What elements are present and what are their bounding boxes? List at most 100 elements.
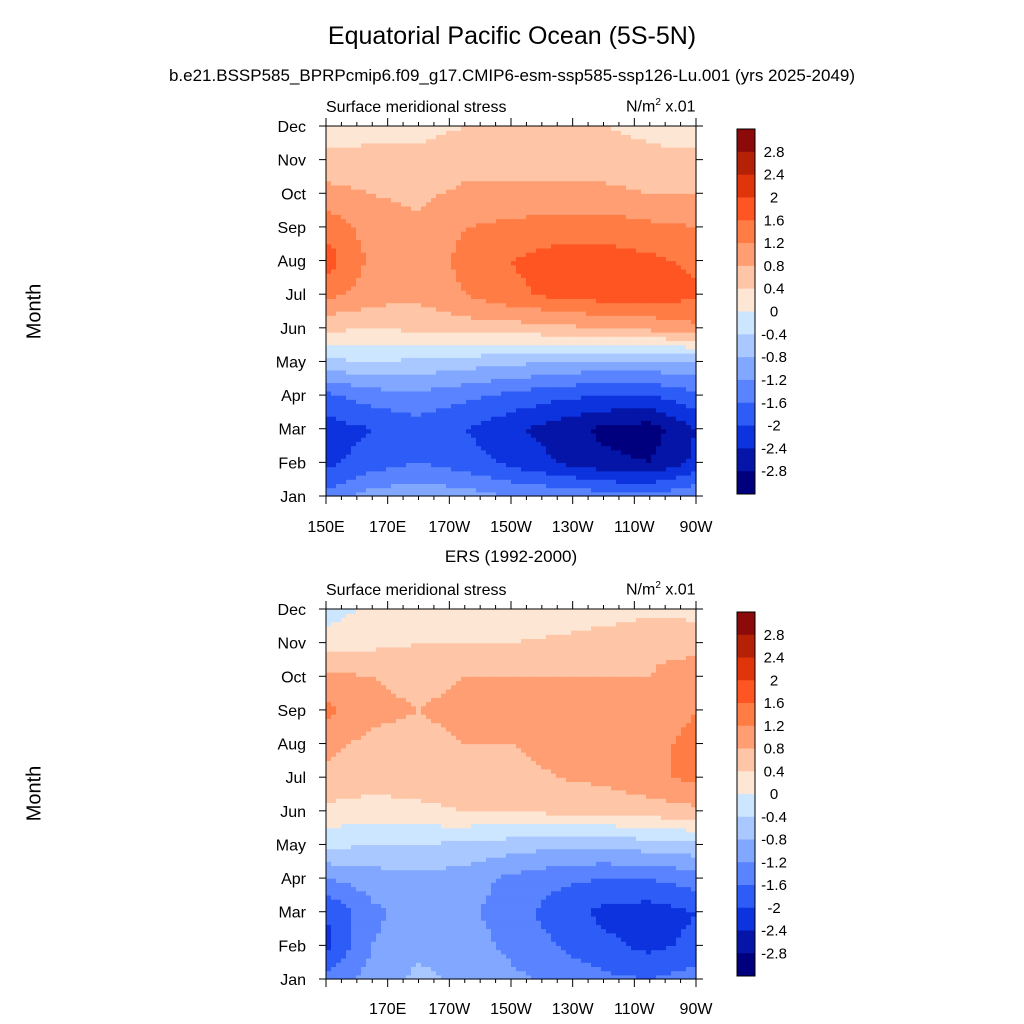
panel1-contour-cell bbox=[356, 441, 362, 447]
panel1-contour-cell bbox=[536, 483, 542, 489]
panel1-contour-cell bbox=[681, 395, 687, 400]
panel1-contour-cell bbox=[461, 470, 467, 476]
panel1-contour-cell bbox=[471, 474, 477, 480]
panel1-contour-cell bbox=[666, 277, 672, 283]
panel1-contour-cell bbox=[461, 323, 467, 329]
panel1-contour-cell bbox=[376, 243, 382, 249]
panel1-contour-cell bbox=[666, 306, 672, 312]
panel1-contour-cell bbox=[626, 403, 632, 409]
panel1-contour-cell bbox=[521, 302, 527, 308]
panel1-contour-cell bbox=[551, 470, 557, 476]
panel1-contour-cell bbox=[416, 411, 422, 417]
panel1-contour-cell bbox=[441, 218, 447, 224]
panel1-contour-cell bbox=[401, 289, 407, 295]
panel1-contour-cell bbox=[626, 285, 632, 291]
panel1-contour-cell bbox=[666, 453, 672, 459]
panel1-contour-cell bbox=[516, 214, 522, 220]
panel1-contour-cell bbox=[496, 273, 502, 278]
panel1-contour-cell bbox=[391, 222, 397, 228]
panel1-contour-cell bbox=[326, 302, 332, 308]
panel1-contour-cell bbox=[676, 252, 682, 257]
panel1-contour-cell bbox=[426, 374, 432, 379]
panel1-contour-cell bbox=[576, 437, 582, 442]
panel1-contour-cell bbox=[606, 441, 612, 447]
panel1-contour-cell bbox=[441, 353, 447, 358]
panel1-contour-cell bbox=[376, 231, 382, 236]
panel1-contour-cell bbox=[451, 315, 457, 320]
panel1-contour-cell bbox=[586, 378, 592, 384]
panel1-contour-cell bbox=[431, 487, 437, 493]
panel1-contour-cell bbox=[596, 445, 602, 451]
panel1-contour-cell bbox=[671, 306, 677, 312]
panel1-contour-cell bbox=[641, 289, 647, 295]
panel1-contour-cell bbox=[346, 437, 352, 442]
panel1-contour-cell bbox=[526, 285, 532, 291]
panel1-contour-cell bbox=[601, 273, 607, 278]
panel1-contour-cell bbox=[511, 222, 517, 228]
panel1-contour-cell bbox=[496, 306, 502, 312]
panel1-contour-cell bbox=[646, 403, 652, 409]
panel1-contour-cell bbox=[611, 449, 617, 455]
panel1-contour-cell bbox=[391, 474, 397, 480]
panel1-contour-cell bbox=[396, 239, 402, 245]
panel1-contour-cell bbox=[501, 386, 507, 392]
panel1-contour-cell bbox=[406, 340, 412, 346]
panel1-contour-cell bbox=[521, 374, 527, 379]
panel1-contour-cell bbox=[356, 411, 362, 417]
panel1-contour-cell bbox=[491, 256, 497, 262]
panel1-contour-cell bbox=[571, 479, 577, 484]
panel1-contour-cell bbox=[606, 449, 612, 455]
panel1-contour-cell bbox=[611, 491, 617, 497]
panel1-contour-cell bbox=[676, 231, 682, 236]
panel1-contour-cell bbox=[436, 319, 442, 325]
panel1-contour-cell bbox=[371, 432, 377, 438]
panel1-contour-cell bbox=[651, 289, 657, 295]
panel1-contour-cell bbox=[326, 306, 332, 312]
panel1-contour-cell bbox=[346, 340, 352, 346]
panel1-contour-cell bbox=[656, 243, 662, 249]
panel1-contour-cell bbox=[671, 256, 677, 262]
panel1-contour-cell bbox=[341, 294, 347, 299]
panel1-contour-cell bbox=[396, 432, 402, 438]
panel1-contour-cell bbox=[681, 399, 687, 405]
panel1-contour-cell bbox=[436, 420, 442, 426]
panel1-contour-cell bbox=[656, 487, 662, 493]
panel1-contour-cell bbox=[621, 403, 627, 409]
panel1-contour-cell bbox=[366, 399, 372, 405]
panel1-contour-cell bbox=[486, 369, 492, 375]
panel1-contour-cell bbox=[446, 323, 452, 329]
panel1-contour-cell bbox=[431, 348, 437, 354]
panel1-contour-cell bbox=[606, 491, 612, 497]
panel1-contour-cell bbox=[386, 378, 392, 384]
panel1-contour-cell bbox=[446, 226, 452, 232]
panel1-contour-cell bbox=[551, 445, 557, 451]
panel1-contour-cell bbox=[331, 353, 337, 358]
panel1-contour-cell bbox=[426, 302, 432, 308]
panel1-contour-cell bbox=[406, 311, 412, 316]
panel1-contour-cell bbox=[416, 361, 422, 367]
panel1-contour-cell bbox=[496, 474, 502, 480]
panel1-contour-cell bbox=[461, 403, 467, 409]
panel1-contour-cell bbox=[476, 218, 482, 224]
panel1-contour-cell bbox=[646, 273, 652, 278]
panel1-contour-cell bbox=[356, 449, 362, 455]
panel1-contour-cell bbox=[606, 470, 612, 476]
panel1-contour-cell bbox=[326, 348, 332, 354]
panel1-contour-cell bbox=[391, 302, 397, 308]
panel1-contour-cell bbox=[636, 411, 642, 417]
panel1-contour-cell bbox=[546, 311, 552, 316]
panel1-contour-cell bbox=[566, 474, 572, 480]
panel1-contour-cell bbox=[586, 348, 592, 354]
panel1-contour-cell bbox=[341, 466, 347, 472]
panel1-contour-cell bbox=[531, 474, 537, 480]
panel1-contour-cell bbox=[411, 298, 417, 304]
panel1-contour-cell bbox=[346, 210, 352, 215]
panel1-contour-cell bbox=[341, 390, 347, 396]
panel1-contour-cell bbox=[466, 311, 472, 316]
panel1-contour-cell bbox=[396, 319, 402, 325]
panel1-contour-cell bbox=[621, 222, 627, 228]
panel1-contour-cell bbox=[631, 231, 637, 236]
panel1-contour-cell bbox=[411, 424, 417, 430]
panel1-contour-cell bbox=[391, 210, 397, 215]
panel1-contour-cell bbox=[571, 416, 577, 421]
